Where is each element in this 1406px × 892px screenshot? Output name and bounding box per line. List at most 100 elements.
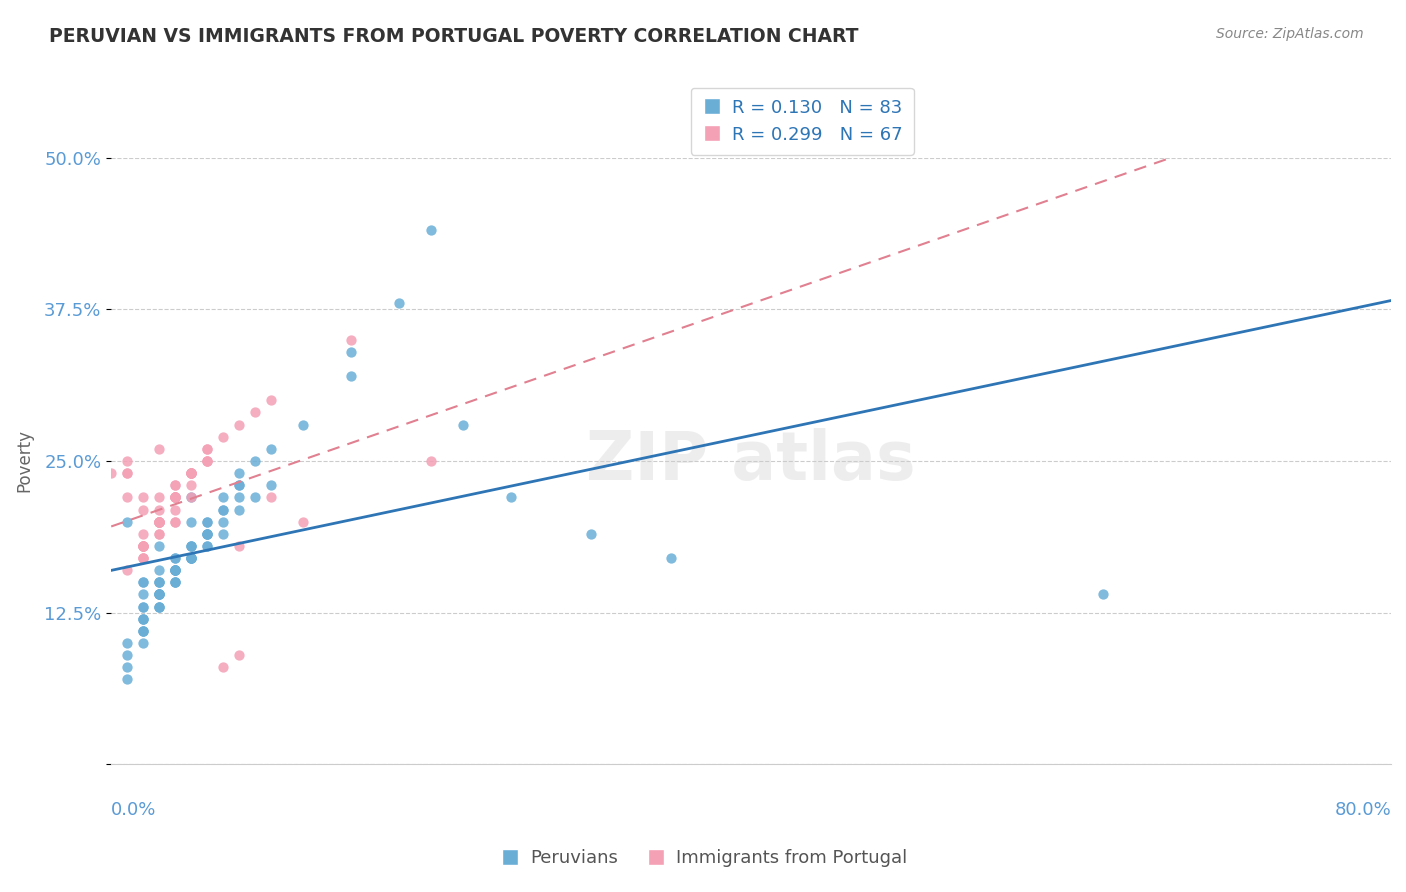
Point — [132, 526, 155, 541]
Point — [292, 515, 315, 529]
Point — [165, 563, 187, 577]
Point — [165, 563, 187, 577]
Point — [148, 515, 170, 529]
Point — [165, 575, 187, 590]
Y-axis label: Poverty: Poverty — [15, 429, 32, 492]
Point — [228, 502, 250, 516]
Legend: R = 0.130   N = 83, R = 0.299   N = 67: R = 0.130 N = 83, R = 0.299 N = 67 — [690, 88, 914, 154]
Point — [148, 587, 170, 601]
Legend: Peruvians, Immigrants from Portugal: Peruvians, Immigrants from Portugal — [492, 842, 914, 874]
Point — [195, 442, 218, 456]
Point — [148, 599, 170, 614]
Point — [165, 551, 187, 566]
Point — [243, 491, 266, 505]
Point — [165, 491, 187, 505]
Point — [115, 466, 138, 480]
Point — [292, 417, 315, 432]
Point — [148, 515, 170, 529]
Point — [132, 551, 155, 566]
Point — [165, 563, 187, 577]
Point — [195, 526, 218, 541]
Text: 0.0%: 0.0% — [111, 801, 156, 819]
Point — [243, 454, 266, 468]
Point — [195, 539, 218, 553]
Point — [132, 599, 155, 614]
Point — [195, 539, 218, 553]
Point — [228, 466, 250, 480]
Point — [180, 551, 202, 566]
Point — [132, 491, 155, 505]
Point — [180, 515, 202, 529]
Point — [195, 454, 218, 468]
Point — [180, 551, 202, 566]
Point — [165, 551, 187, 566]
Point — [132, 612, 155, 626]
Text: Source: ZipAtlas.com: Source: ZipAtlas.com — [1216, 27, 1364, 41]
Point — [165, 491, 187, 505]
Point — [180, 551, 202, 566]
Point — [180, 466, 202, 480]
Point — [165, 491, 187, 505]
Point — [180, 466, 202, 480]
Point — [148, 491, 170, 505]
Point — [148, 599, 170, 614]
Text: PERUVIAN VS IMMIGRANTS FROM PORTUGAL POVERTY CORRELATION CHART: PERUVIAN VS IMMIGRANTS FROM PORTUGAL POV… — [49, 27, 859, 45]
Point — [148, 442, 170, 456]
Point — [340, 333, 363, 347]
Point — [195, 442, 218, 456]
Point — [115, 466, 138, 480]
Point — [180, 478, 202, 492]
Point — [212, 491, 235, 505]
Point — [148, 515, 170, 529]
Point — [115, 454, 138, 468]
Point — [340, 344, 363, 359]
Point — [132, 575, 155, 590]
Point — [180, 491, 202, 505]
Point — [228, 478, 250, 492]
Point — [180, 491, 202, 505]
Point — [260, 442, 283, 456]
Point — [100, 466, 122, 480]
Point — [260, 491, 283, 505]
Point — [195, 526, 218, 541]
Point — [165, 515, 187, 529]
Point — [148, 587, 170, 601]
Point — [180, 539, 202, 553]
Point — [165, 563, 187, 577]
Point — [165, 478, 187, 492]
Point — [165, 575, 187, 590]
Text: ZIP atlas: ZIP atlas — [586, 428, 915, 494]
Point — [132, 612, 155, 626]
Point — [228, 491, 250, 505]
Point — [212, 515, 235, 529]
Point — [165, 563, 187, 577]
Point — [148, 587, 170, 601]
Point — [388, 296, 411, 310]
Point — [180, 466, 202, 480]
Point — [132, 539, 155, 553]
Point — [501, 491, 523, 505]
Point — [195, 454, 218, 468]
Point — [212, 526, 235, 541]
Point — [212, 660, 235, 674]
Point — [148, 526, 170, 541]
Point — [132, 587, 155, 601]
Point — [195, 515, 218, 529]
Point — [165, 563, 187, 577]
Point — [115, 491, 138, 505]
Point — [180, 551, 202, 566]
Point — [148, 575, 170, 590]
Point — [165, 491, 187, 505]
Point — [165, 502, 187, 516]
Point — [165, 491, 187, 505]
Point — [148, 599, 170, 614]
Point — [132, 624, 155, 638]
Text: 80.0%: 80.0% — [1334, 801, 1391, 819]
Point — [132, 599, 155, 614]
Point — [115, 660, 138, 674]
Point — [132, 539, 155, 553]
Point — [132, 551, 155, 566]
Point — [212, 502, 235, 516]
Point — [180, 539, 202, 553]
Point — [148, 575, 170, 590]
